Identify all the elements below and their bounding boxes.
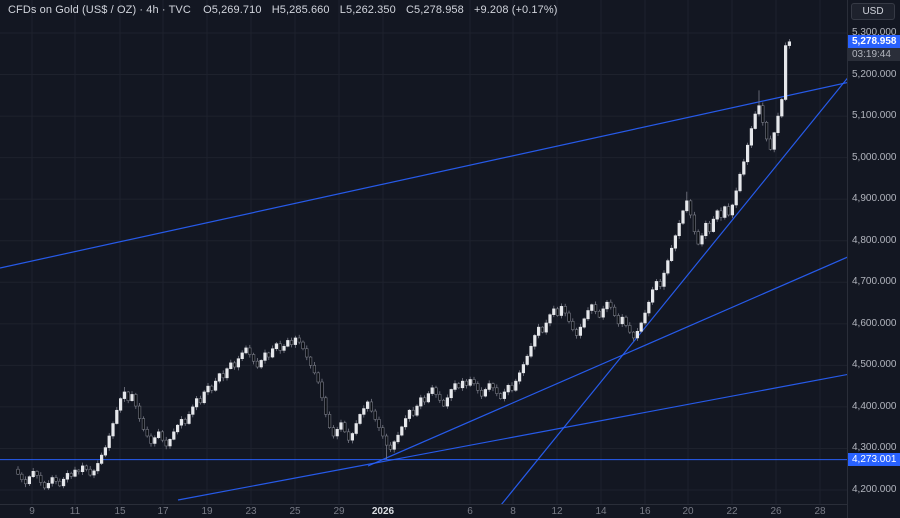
time-axis-label: 20 <box>682 506 694 517</box>
price-axis-label: 4,300.000 <box>852 442 897 454</box>
bar-countdown: 03:19:44 <box>848 48 900 62</box>
price-axis-label: 5,300.000 <box>852 27 897 38</box>
time-axis-label: 17 <box>157 506 169 517</box>
symbol-title[interactable]: CFDs on Gold (US$ / OZ) · 4h · TVC <box>8 4 191 16</box>
trendline[interactable] <box>0 82 847 269</box>
time-axis-label: 26 <box>770 506 782 517</box>
time-axis-label: 16 <box>639 506 651 517</box>
grid <box>0 0 847 504</box>
time-axis-label: 11 <box>69 506 81 517</box>
price-axis-label: 4,700.000 <box>852 276 897 288</box>
ohlc-open: O5,269.710 <box>203 4 262 16</box>
ohlc-high: H5,285.660 <box>271 4 330 16</box>
time-axis-label: 23 <box>245 506 257 517</box>
trendline[interactable] <box>177 373 847 501</box>
time-axis-label: 8 <box>510 506 516 517</box>
time-axis-label: 19 <box>201 506 213 517</box>
time-axis-label: 14 <box>595 506 607 517</box>
time-axis-label: 25 <box>289 506 301 517</box>
time-axis-label: 12 <box>551 506 563 517</box>
ohlc-low: L5,262.350 <box>339 4 396 16</box>
price-axis-label: 5,200.000 <box>852 68 897 80</box>
horizontal-line-price-badge: 4,273.001 <box>848 453 900 467</box>
currency-button[interactable]: USD <box>851 3 895 20</box>
price-axis-label: 4,200.000 <box>852 483 897 495</box>
time-axis[interactable]: 9 11 15 17 19 23 25 29 2026 6 8 12 14 16 20 22 26 28 <box>0 504 847 518</box>
time-axis-label: 15 <box>114 506 126 517</box>
time-axis-label: 6 <box>467 506 473 517</box>
trendline[interactable] <box>367 256 847 467</box>
price-axis-label: 4,600.000 <box>852 317 897 329</box>
time-axis-label: 29 <box>333 506 345 517</box>
price-axis[interactable]: USD 5,278.958 03:19:44 4,273.001 5,300.0… <box>847 0 900 518</box>
price-axis-label: 4,900.000 <box>852 193 897 205</box>
trendlines[interactable] <box>0 75 847 504</box>
time-axis-year-label: 2026 <box>371 506 395 517</box>
price-change: +9.208 (+0.17%) <box>474 4 558 16</box>
trendline[interactable] <box>501 75 847 504</box>
symbol-header: CFDs on Gold (US$ / OZ) · 4h · TVC O5,26… <box>8 4 564 16</box>
ohlc-close: C5,278.958 <box>405 4 464 16</box>
time-axis-label: 28 <box>814 506 826 517</box>
candlesticks <box>16 38 791 490</box>
time-axis-label: 9 <box>29 506 35 517</box>
time-axis-label: 22 <box>726 506 738 517</box>
price-chart-canvas[interactable]: CFDs on Gold (US$ / OZ) · 4h · TVC O5,26… <box>0 0 847 504</box>
price-axis-label: 4,800.000 <box>852 234 897 246</box>
price-axis-label: 5,100.000 <box>852 110 897 122</box>
last-price-badge: 5,278.958 <box>848 35 900 49</box>
candlestick-chart[interactable] <box>0 0 847 504</box>
price-axis-label: 4,500.000 <box>852 359 897 371</box>
price-axis-label: 4,400.000 <box>852 400 897 412</box>
price-axis-label: 5,000.000 <box>852 151 897 163</box>
